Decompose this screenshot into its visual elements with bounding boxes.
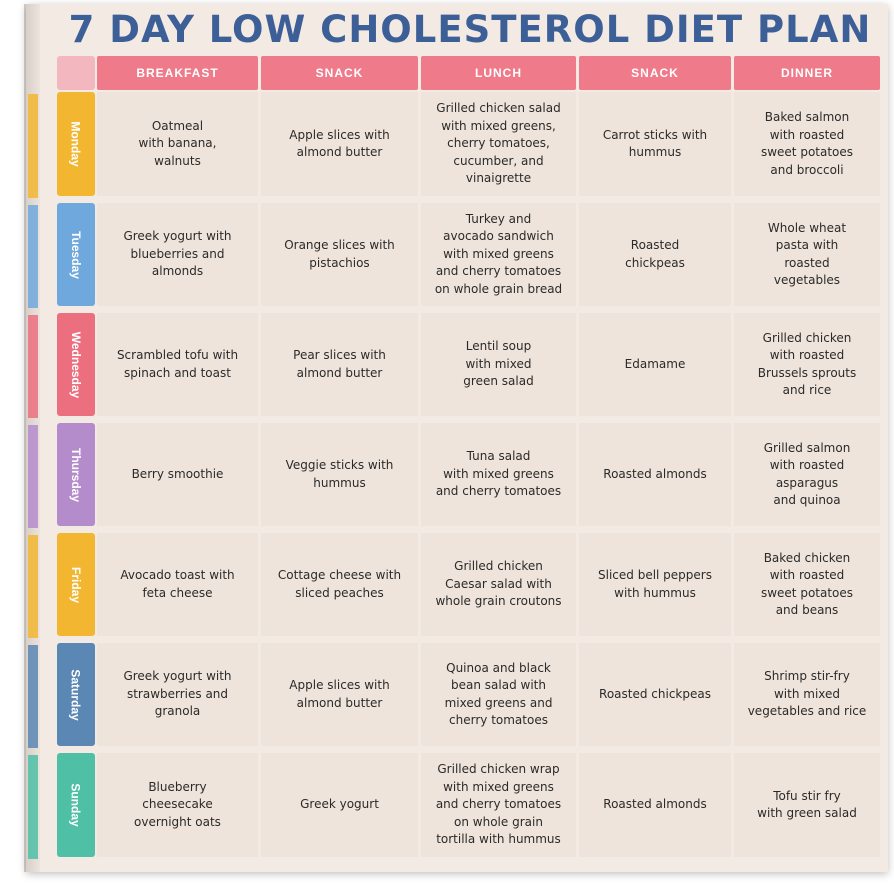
column-header-dinner-4: DINNER xyxy=(734,56,880,90)
meal-cell-friday-lunch-2: Grilled chicken Caesar salad with whole … xyxy=(421,533,576,636)
day-name: Tuesday xyxy=(69,230,84,279)
day-label-friday: Friday xyxy=(57,533,95,636)
day-label-saturday: Saturday xyxy=(57,643,95,746)
day-name: Saturday xyxy=(69,668,84,721)
meal-cell-friday-breakfast-0: Avocado toast with feta cheese xyxy=(97,533,258,636)
column-header-snack-3: SNACK xyxy=(579,56,731,90)
meal-cell-thursday-breakfast-0: Berry smoothie xyxy=(97,423,258,526)
meal-cell-sunday-snack-1: Greek yogurt xyxy=(261,753,418,857)
day-name: Thursday xyxy=(69,447,84,502)
day-name: Monday xyxy=(69,121,83,167)
day-label-thursday: Thursday xyxy=(57,423,95,526)
day-label-tuesday: Tuesday xyxy=(57,203,95,306)
meal-cell-saturday-snack-1: Apple slices with almond butter xyxy=(261,643,418,746)
meal-cell-tuesday-dinner-4: Whole wheat pasta with roasted vegetable… xyxy=(734,203,880,306)
meal-cell-thursday-dinner-4: Grilled salmon with roasted asparagus an… xyxy=(734,423,880,526)
meal-cell-saturday-snack-3: Roasted chickpeas xyxy=(579,643,731,746)
day-label-wednesday: Wednesday xyxy=(57,313,95,416)
meal-cell-wednesday-snack-3: Edamame xyxy=(579,313,731,416)
meal-cell-wednesday-lunch-2: Lentil soup with mixed green salad xyxy=(421,313,576,416)
column-header-lunch-2: LUNCH xyxy=(421,56,576,90)
edge-strip-wednesday xyxy=(28,315,38,418)
meal-cell-sunday-snack-3: Roasted almonds xyxy=(579,753,731,857)
column-header-breakfast-0: BREAKFAST xyxy=(97,56,258,90)
meal-cell-wednesday-breakfast-0: Scrambled tofu with spinach and toast xyxy=(97,313,258,416)
meal-cell-thursday-snack-3: Roasted almonds xyxy=(579,423,731,526)
meal-cell-saturday-breakfast-0: Greek yogurt with strawberries and grano… xyxy=(97,643,258,746)
edge-strip-thursday xyxy=(28,425,38,528)
edge-strip-friday xyxy=(28,535,38,638)
day-name: Wednesday xyxy=(69,331,83,398)
meal-cell-tuesday-snack-3: Roasted chickpeas xyxy=(579,203,731,306)
meal-cell-sunday-breakfast-0: Blueberry cheesecake overnight oats xyxy=(97,753,258,857)
page-title: 7 DAY LOW CHOLESTEROL DIET PLAN xyxy=(68,8,872,51)
header-corner xyxy=(57,56,95,90)
meal-cell-tuesday-snack-1: Orange slices with pistachios xyxy=(261,203,418,306)
meal-cell-sunday-lunch-2: Grilled chicken wrap with mixed greens a… xyxy=(421,753,576,857)
edge-strip-sunday xyxy=(28,755,38,859)
meal-cell-friday-snack-1: Cottage cheese with sliced peaches xyxy=(261,533,418,636)
meal-cell-monday-dinner-4: Baked salmon with roasted sweet potatoes… xyxy=(734,92,880,196)
meal-cell-tuesday-lunch-2: Turkey and avocado sandwich with mixed g… xyxy=(421,203,576,306)
meal-cell-friday-snack-3: Sliced bell peppers with hummus xyxy=(579,533,731,636)
meal-cell-saturday-lunch-2: Quinoa and black bean salad with mixed g… xyxy=(421,643,576,746)
meal-cell-saturday-dinner-4: Shrimp stir-fry with mixed vegetables an… xyxy=(734,643,880,746)
column-header-snack-1: SNACK xyxy=(261,56,418,90)
meal-cell-monday-lunch-2: Grilled chicken salad with mixed greens,… xyxy=(421,92,576,196)
day-name: Friday xyxy=(68,566,83,603)
edge-strip-tuesday xyxy=(28,205,38,308)
meal-cell-monday-snack-3: Carrot sticks with hummus xyxy=(579,92,731,196)
meal-cell-monday-breakfast-0: Oatmeal with banana, walnuts xyxy=(97,92,258,196)
meal-cell-thursday-lunch-2: Tuna salad with mixed greens and cherry … xyxy=(421,423,576,526)
meal-cell-thursday-snack-1: Veggie sticks with hummus xyxy=(261,423,418,526)
day-name: Sunday xyxy=(69,783,83,827)
day-label-sunday: Sunday xyxy=(57,753,95,857)
edge-strip-monday xyxy=(28,94,38,198)
edge-strip-saturday xyxy=(28,645,38,748)
meal-cell-sunday-dinner-4: Tofu stir fry with green salad xyxy=(734,753,880,857)
meal-cell-wednesday-snack-1: Pear slices with almond butter xyxy=(261,313,418,416)
meal-cell-tuesday-breakfast-0: Greek yogurt with blueberries and almond… xyxy=(97,203,258,306)
meal-cell-monday-snack-1: Apple slices with almond butter xyxy=(261,92,418,196)
meal-cell-wednesday-dinner-4: Grilled chicken with roasted Brussels sp… xyxy=(734,313,880,416)
day-label-monday: Monday xyxy=(57,92,95,196)
meal-cell-friday-dinner-4: Baked chicken with roasted sweet potatoe… xyxy=(734,533,880,636)
